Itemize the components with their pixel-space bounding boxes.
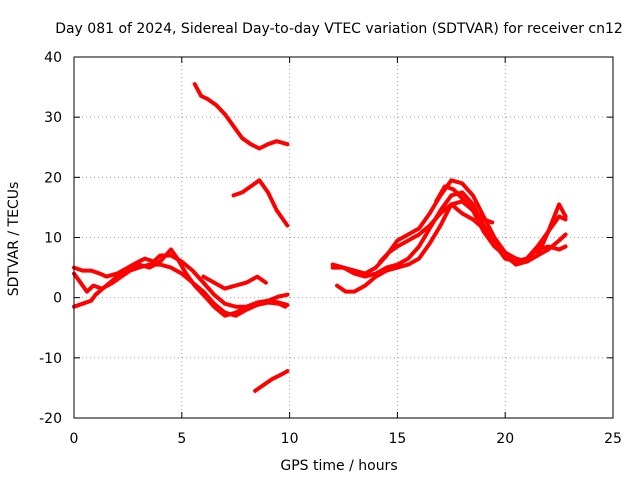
y-tick-label: 0 bbox=[53, 291, 62, 307]
x-tick-label: 15 bbox=[388, 431, 406, 447]
tick-marks bbox=[73, 56, 614, 419]
series-line-trace-10 bbox=[335, 199, 568, 294]
series-line-trace-4 bbox=[201, 274, 268, 291]
y-tick-label: 30 bbox=[44, 110, 62, 126]
y-tick-label: 20 bbox=[44, 170, 62, 186]
series-group bbox=[72, 82, 568, 393]
x-tick-label: 0 bbox=[70, 431, 79, 447]
series-line-trace-5 bbox=[192, 82, 290, 151]
x-axis-label: GPS time / hours bbox=[280, 458, 397, 474]
series-line-trace-12 bbox=[434, 184, 495, 225]
series-line-trace-3 bbox=[72, 262, 288, 318]
chart-title: Day 081 of 2024, Sidereal Day-to-day VTE… bbox=[55, 21, 623, 37]
y-tick-label: -20 bbox=[39, 411, 62, 427]
y-tick-label: -10 bbox=[39, 351, 62, 367]
x-tick-label: 5 bbox=[177, 431, 186, 447]
x-tick-label: 25 bbox=[604, 431, 622, 447]
y-tick-label: 40 bbox=[44, 50, 62, 66]
series-line-trace-11 bbox=[378, 202, 568, 264]
series-line-trace-2 bbox=[72, 253, 290, 309]
y-tick-label: 10 bbox=[44, 231, 62, 247]
y-axis-label: SDTVAR / TECUs bbox=[6, 182, 22, 297]
series-line-trace-6 bbox=[231, 178, 290, 228]
grid-lines bbox=[74, 57, 613, 418]
x-tick-label: 20 bbox=[496, 431, 514, 447]
x-tick-labels: 0 5 10 15 20 25 bbox=[70, 431, 622, 447]
y-tick-labels: -20 -10 0 10 20 30 40 bbox=[39, 50, 62, 427]
series-line-trace-7 bbox=[253, 369, 290, 393]
x-tick-label: 10 bbox=[281, 431, 299, 447]
